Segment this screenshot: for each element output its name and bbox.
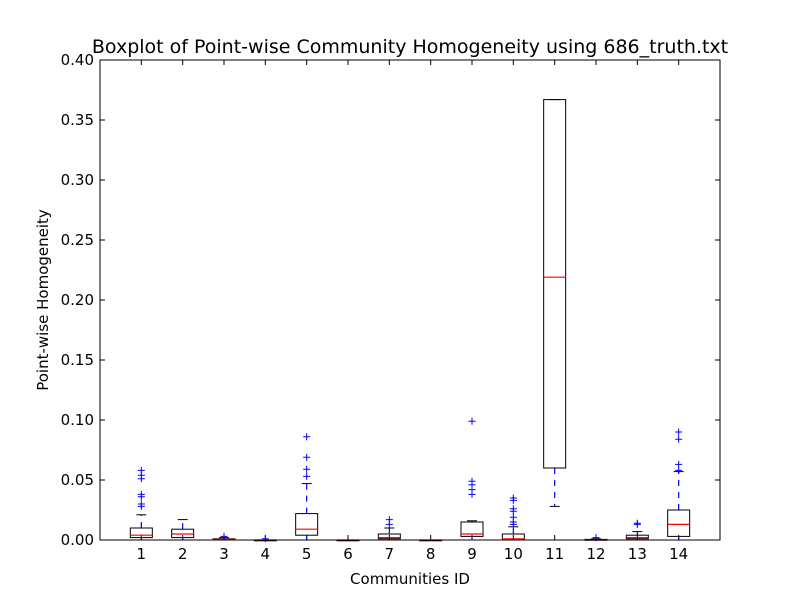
flier-point (303, 465, 311, 473)
x-tick-label: 11 (545, 545, 564, 563)
flier-point (468, 477, 476, 485)
y-tick-label: 0.20 (61, 291, 94, 309)
x-tick-label: 10 (504, 545, 523, 563)
box-rect (460, 521, 484, 537)
x-tick-label: 4 (261, 545, 271, 563)
x-tick-label: 3 (219, 545, 229, 563)
x-tick-label: 13 (628, 545, 647, 563)
box-9 (460, 417, 484, 541)
flier-point (468, 417, 476, 425)
plot-area-frame (99, 59, 721, 541)
axis-ticks: 0.000.050.100.150.200.250.300.350.401 2 3 4… (61, 51, 720, 563)
x-tick-label: 7 (385, 545, 395, 563)
box-4 (253, 535, 277, 543)
flier-point (633, 519, 641, 527)
y-tick-label: 0.10 (61, 411, 94, 429)
x-axis-label: Communities ID (350, 570, 470, 588)
y-axis-label: Point-wise Homogeneity (34, 209, 52, 391)
flier-point (303, 453, 311, 461)
box-rect (295, 513, 319, 536)
y-tick-label: 0.40 (61, 51, 94, 69)
flier-point (509, 513, 517, 521)
flier-point (385, 516, 393, 524)
chart-title: Boxplot of Point-wise Community Homogene… (92, 36, 728, 58)
flier-point (303, 433, 311, 441)
flier-point (303, 472, 311, 480)
boxes-group (129, 99, 691, 543)
flier-point (675, 428, 683, 436)
y-tick-label: 0.05 (61, 471, 94, 489)
x-tick-label: 8 (426, 545, 436, 563)
y-tick-label: 0.35 (61, 111, 94, 129)
flier-point (675, 435, 683, 443)
flier-point (509, 494, 517, 502)
flier-point (261, 535, 269, 543)
x-tick-label: 14 (669, 545, 688, 563)
flier-point (509, 505, 517, 513)
x-tick-label: 12 (586, 545, 605, 563)
box-3 (212, 532, 236, 541)
x-tick-label: 1 (137, 545, 147, 563)
x-tick-label: 5 (302, 545, 312, 563)
y-tick-label: 0.00 (61, 531, 94, 549)
box-rect (129, 527, 153, 539)
flier-point (137, 490, 145, 498)
y-tick-label: 0.25 (61, 231, 94, 249)
box-11 (543, 99, 567, 507)
box-1 (129, 466, 153, 541)
box-rect (377, 533, 401, 540)
x-tick-label: 9 (467, 545, 477, 563)
x-tick-label: 6 (343, 545, 353, 563)
y-tick-label: 0.15 (61, 351, 94, 369)
box-rect (543, 99, 567, 469)
flier-point (675, 460, 683, 468)
box-10 (501, 494, 525, 541)
box-rect (667, 509, 691, 537)
x-tick-label: 2 (178, 545, 188, 563)
flier-point (220, 532, 228, 540)
y-tick-label: 0.30 (61, 171, 94, 189)
flier-point (137, 466, 145, 474)
flier-point (675, 466, 683, 474)
flier-point (137, 500, 145, 508)
box-14 (667, 428, 691, 541)
box-5 (295, 433, 319, 541)
